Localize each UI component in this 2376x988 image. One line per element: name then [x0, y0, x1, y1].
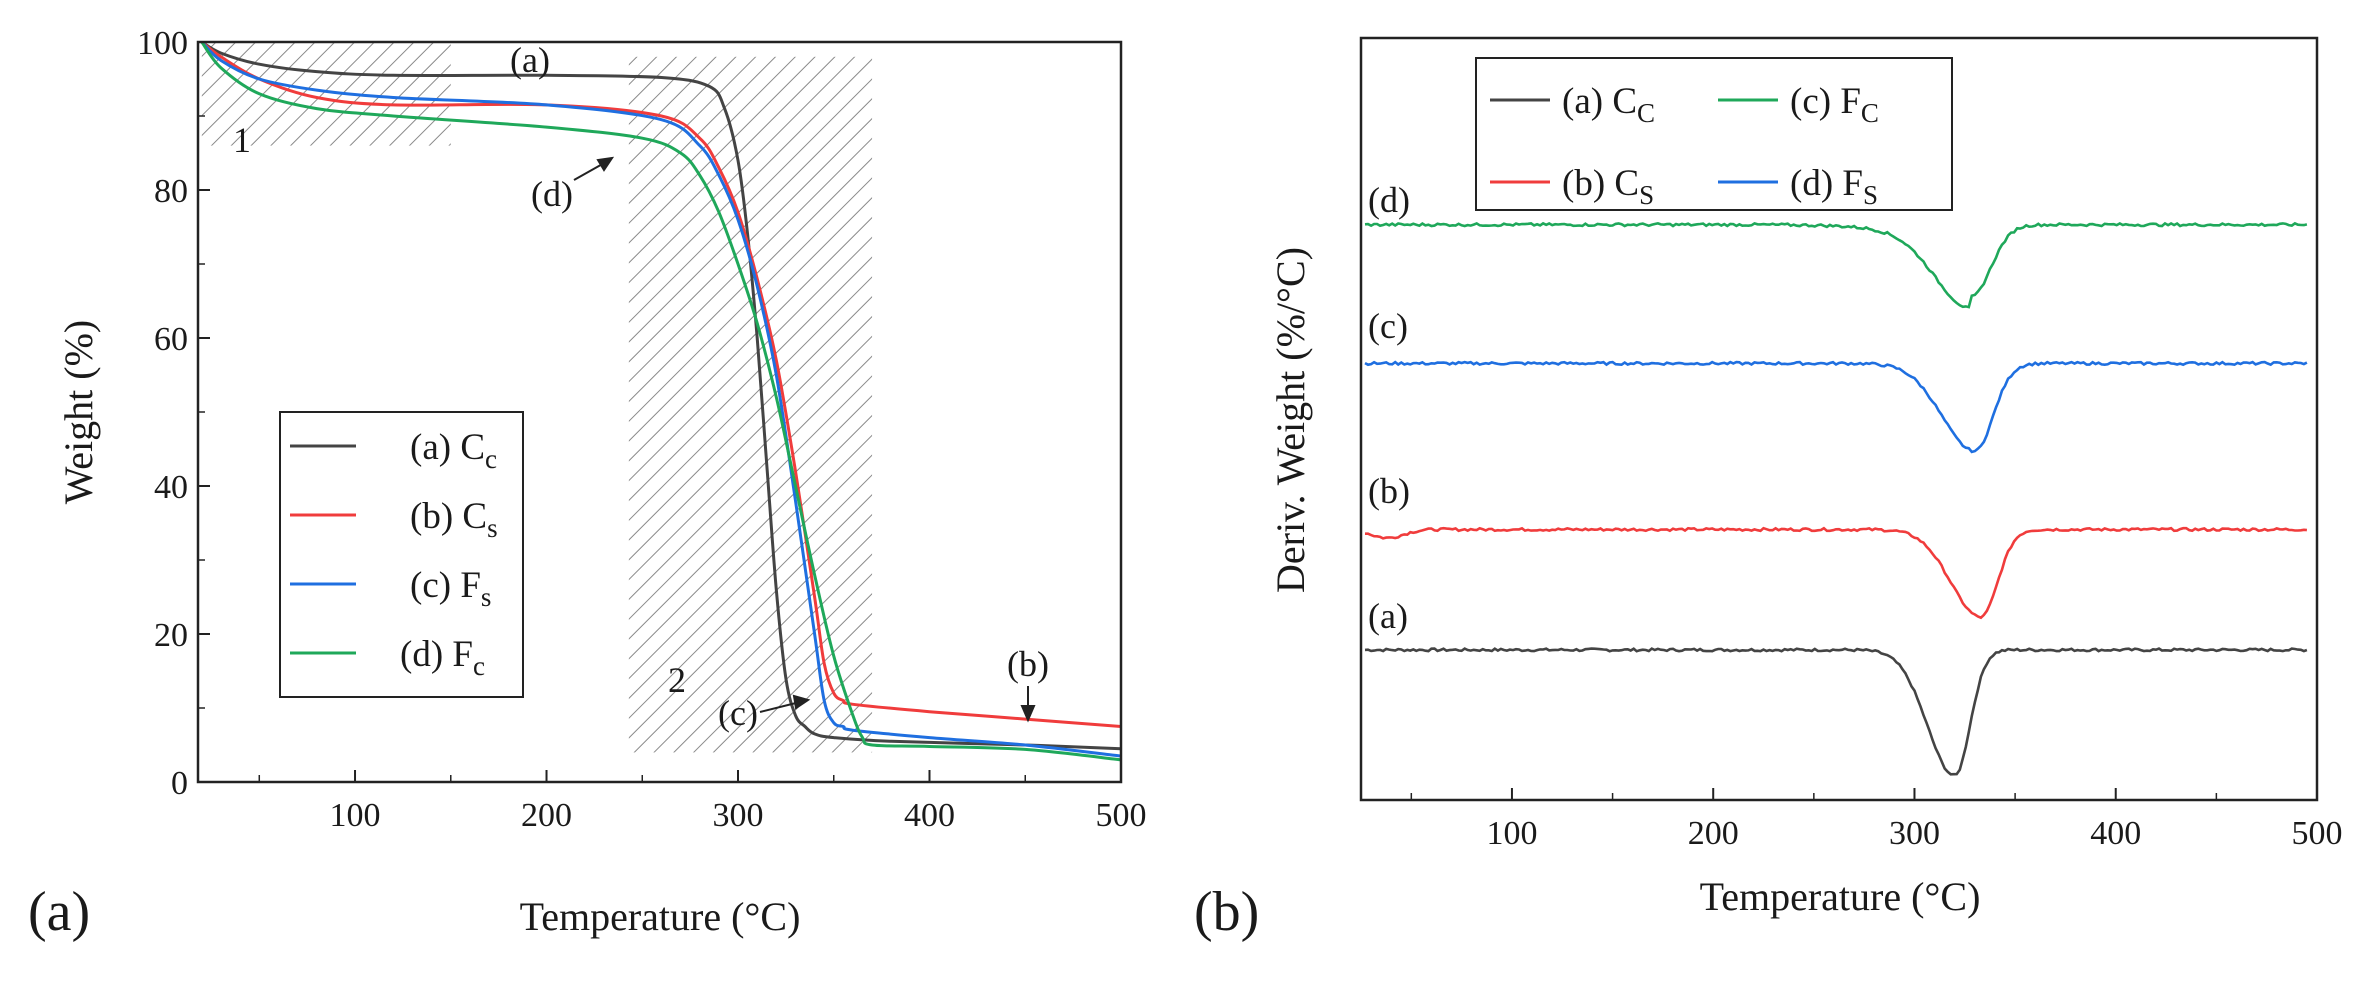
dtg-legend-label-c: (d) FS [1790, 163, 1878, 210]
tga-x-tick-label: 400 [904, 797, 955, 834]
dtg-trace-label-c: (c) [1368, 306, 1408, 346]
tga-series-d [200, 42, 1121, 762]
dtg-chart: 100 200 300 400 500 Temperature (°C) Deriv. … [1194, 36, 2343, 943]
dtg-legend-label-a: (a) CC [1562, 81, 1655, 128]
dtg-series-b [1365, 526, 2308, 620]
tga-anno-a: (a) [510, 40, 550, 80]
dtg-x-tick-label: 100 [1486, 815, 1537, 852]
dtg-x-tick-label: 400 [2090, 815, 2141, 852]
tga-y-tick-label: 80 [154, 173, 188, 210]
tga-arrow-c [759, 701, 801, 713]
dtg-legend-frame [1475, 57, 1953, 211]
panel-b-label: (b) [1194, 881, 1259, 943]
dtg-series-a [1364, 647, 2308, 776]
tga-x-tick-label: 300 [713, 797, 764, 834]
tga-y-tick-label: 60 [154, 321, 188, 358]
dtg-legend-label-b: (b) CS [1562, 163, 1654, 210]
dtg-x-tick-label: 300 [1889, 815, 1940, 852]
tga-anno-b: (b) [1007, 644, 1049, 684]
tga-arrowhead-d [596, 156, 615, 172]
dtg-y-axis-title: Deriv. Weight (%/°C) [1268, 247, 1313, 593]
dtg-series-c [1364, 360, 2308, 454]
tga-legend-label-a: (a) Cc [410, 427, 497, 474]
tga-legend: (a) Cc (b) Cs (c) Fs (d) Fc [279, 411, 524, 698]
tga-y-tick-label: 20 [154, 617, 188, 654]
tga-legend-frame [279, 411, 524, 698]
dtg-legend: (a) CC (c) FC (b) CS (d) FS [1475, 57, 1953, 211]
dtg-trace-label-b: (b) [1368, 471, 1410, 511]
tga-x-axis-title: Temperature (°C) [520, 894, 801, 939]
tga-x-tick-label: 500 [1096, 797, 1147, 834]
dtg-legend-label-d: (c) FC [1790, 81, 1879, 128]
tga-series-c [200, 42, 1121, 758]
tga-y-axis-title: Weight (%) [56, 320, 101, 505]
dtg-trace-label-a: (a) [1368, 596, 1408, 636]
tga-anno-c: (c) [718, 693, 758, 733]
tga-region-1-label: 1 [233, 120, 251, 160]
tga-y-tick-label: 100 [137, 25, 188, 62]
dtg-plot-frame [1359, 36, 2319, 802]
tga-legend-label-b: (b) Cs [410, 496, 498, 543]
tga-region-2-label: 2 [668, 660, 686, 700]
tga-y-tick-label: 0 [171, 765, 188, 802]
tga-legend-label-c: (c) Fs [410, 565, 491, 612]
tga-anno-d: (d) [531, 174, 573, 214]
tga-annotation-arrows [573, 156, 1036, 723]
tga-y-tick-label: 40 [154, 469, 188, 506]
dtg-trace-label-d: (d) [1368, 180, 1410, 220]
tga-arrowhead-b [1020, 705, 1036, 723]
tga-hatched-region-2 [628, 56, 873, 753]
tga-x-tick-label: 200 [521, 797, 572, 834]
tga-x-tick-label: 100 [330, 797, 381, 834]
tga-chart: 100 200 300 400 500 0 20 40 60 80 100 Temperature… [28, 25, 1147, 943]
tga-legend-label-d: (d) Fc [400, 634, 485, 681]
dtg-x-tick-label: 200 [1688, 815, 1739, 852]
tga-arrowhead-c [792, 694, 811, 710]
dtg-x-axis-title: Temperature (°C) [1700, 874, 1981, 919]
dtg-x-tick-label: 500 [2292, 815, 2343, 852]
dtg-series-d [1364, 221, 2308, 309]
panel-a-label: (a) [28, 881, 90, 943]
